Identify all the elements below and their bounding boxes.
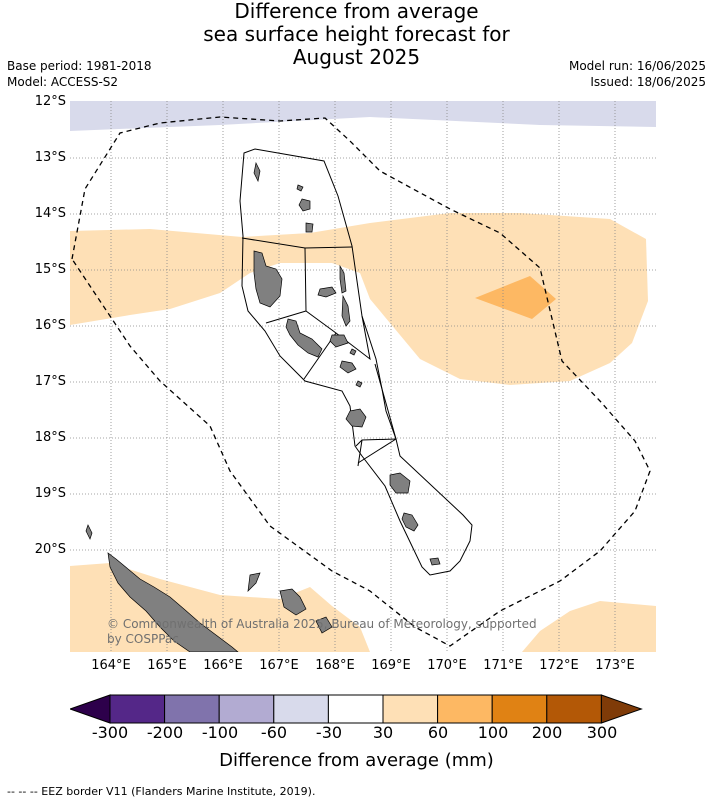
colorbar-segment [491,694,548,724]
island-efate [345,408,367,428]
island-lifou [279,588,307,616]
island-erromango [389,472,411,494]
lat-label-13s: 13°S [34,150,66,165]
island-shepherds [355,380,363,388]
island-vanua-lava [298,198,311,212]
island-ouvea [247,572,261,592]
lat-label-14s: 14°S [34,206,66,221]
lon-label-173e: 173°E [595,658,635,673]
colorbar-label: 100 [477,723,509,742]
eez-border [71,116,651,647]
base-period: Base period: 1981-2018 [7,59,152,73]
anomaly-60-100-patch [475,276,556,319]
lon-label-165e: 165°E [147,658,187,673]
lon-label-169e: 169°E [371,658,411,673]
colorbar-segment [546,694,602,724]
model-run: Model run: 16/06/2025 [568,59,706,73]
issued-date: Issued: 18/06/2025 [590,75,706,89]
map-canvas [70,101,656,652]
lon-label-167e: 167°E [259,658,299,673]
map-title: Difference from average sea surface heig… [0,0,713,69]
island-aneityum [429,557,441,566]
colorbar-label: -100 [201,723,239,742]
island-malakula [285,318,323,358]
title-line-1: Difference from average [234,0,479,23]
island-espiritu-santo [253,250,283,308]
colorbar-label: -200 [146,723,184,742]
lon-label-164e: 164°E [91,658,131,673]
colorbar-label: -300 [91,723,129,742]
model-run-info: Model run: 16/06/2025 Issued: 18/06/2025 [569,58,706,90]
lon-label-166e: 166°E [203,658,243,673]
colorbar-arrow-high [600,694,643,724]
colorbar-segment [327,694,384,724]
colorbar-segment [164,694,220,724]
island-epi [339,360,357,374]
island-maewo [339,264,347,294]
colorbar-segment [437,694,493,724]
lat-label-12s: 12°S [34,94,66,109]
island-torres [253,161,261,183]
lat-label-16s: 16°S [34,318,66,333]
colorbar-segment [109,694,166,724]
colorbar-label: 60 [427,723,449,742]
colorbar-label: 30 [372,723,394,742]
model-name: Model: ACCESS-S2 [7,75,119,89]
colorbar-segment [218,694,275,724]
lat-label-20s: 20°S [34,542,66,557]
colorbar-title: Difference from average (mm) [219,750,494,771]
lon-label-170e: 170°E [427,658,467,673]
copyright-notice: © Commonwealth of Australia 2025, Bureau… [107,617,537,646]
lat-label-15s: 15°S [34,262,66,277]
island-pentecost [341,294,351,327]
island-paama [349,348,357,356]
title-line-3: August 2025 [292,45,421,69]
lat-label-19s: 19°S [34,486,66,501]
lat-label-17s: 17°S [34,374,66,389]
colorbar-label: 300 [586,723,618,742]
colorbar-arrow-low [70,694,111,724]
colorbar [70,694,643,724]
island-ambae [317,286,337,298]
title-line-2: sea surface height forecast for [203,22,510,46]
island-ureparapara [296,184,304,192]
island-new-caledonia [107,552,239,652]
island-gaua [305,222,314,233]
eez-legend-footnote: -- -- -- EEZ border V11 (Flanders Marine… [7,785,316,798]
colorbar-label: 200 [531,723,563,742]
island-mare [315,616,333,634]
anomaly-30-60-band [70,213,648,385]
map-panel [70,101,656,652]
lon-label-168e: 168°E [315,658,355,673]
island-belep [85,524,93,540]
landmasses [85,161,441,652]
colorbar-segment [382,694,439,724]
colorbar-segment [273,694,329,724]
lon-label-171e: 171°E [483,658,523,673]
island-ambrym [329,334,349,348]
anomaly-neg30-north [70,101,656,131]
island-tanna [401,512,419,532]
lat-label-18s: 18°S [34,430,66,445]
base-period-info: Base period: 1981-2018 Model: ACCESS-S2 [7,58,152,90]
lon-label-172e: 172°E [539,658,579,673]
colorbar-label: -30 [315,723,343,742]
colorbar-label: -60 [260,723,288,742]
anomaly-30-60-southeast [522,601,656,652]
